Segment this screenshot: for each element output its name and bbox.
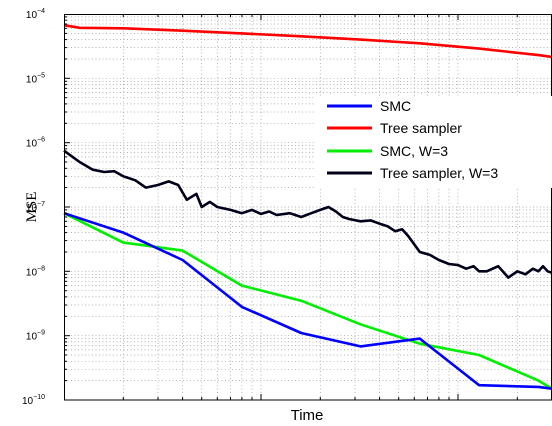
legend-entry-smc: SMC	[327, 98, 411, 114]
legend: SMC Tree sampler SMC, W=3 Tree sampler, …	[316, 96, 552, 188]
legend-label-smc-w3: SMC, W=3	[380, 143, 448, 159]
legend-label-tree-sampler: Tree sampler	[380, 120, 462, 136]
series-lines	[63, 23, 552, 390]
y-tick-label: 10−10	[22, 394, 45, 407]
y-axis-title: MSE	[24, 192, 40, 223]
axis-ticks	[64, 14, 518, 401]
y-tick-label: 10−9	[26, 330, 45, 343]
legend-label-tree-sampler-w3: Tree sampler, W=3	[380, 165, 498, 181]
y-tick-label: 10−5	[26, 72, 45, 85]
plot-background	[64, 14, 552, 400]
y-tick-label: 10−8	[26, 265, 45, 278]
series-line-smc	[63, 211, 552, 390]
legend-entry-tree-sampler-w3: Tree sampler, W=3	[327, 165, 498, 181]
y-tick-label: 10−6	[26, 137, 45, 150]
x-axis-title: Time	[291, 407, 324, 424]
series-line-tree-sampler	[63, 23, 552, 59]
series-line-tree-sampler-w-3	[63, 149, 552, 279]
legend-entry-smc-w3: SMC, W=3	[327, 143, 448, 159]
y-tick-label: 10−7	[26, 201, 45, 214]
y-tick-label: 10−4	[26, 8, 45, 21]
legend-label-smc: SMC	[380, 98, 411, 114]
legend-entry-tree-sampler: Tree sampler	[327, 120, 462, 136]
y-tick-labels: 10−10 10−9 10−8 10−7 10−6 10−5 10−4	[22, 8, 45, 407]
